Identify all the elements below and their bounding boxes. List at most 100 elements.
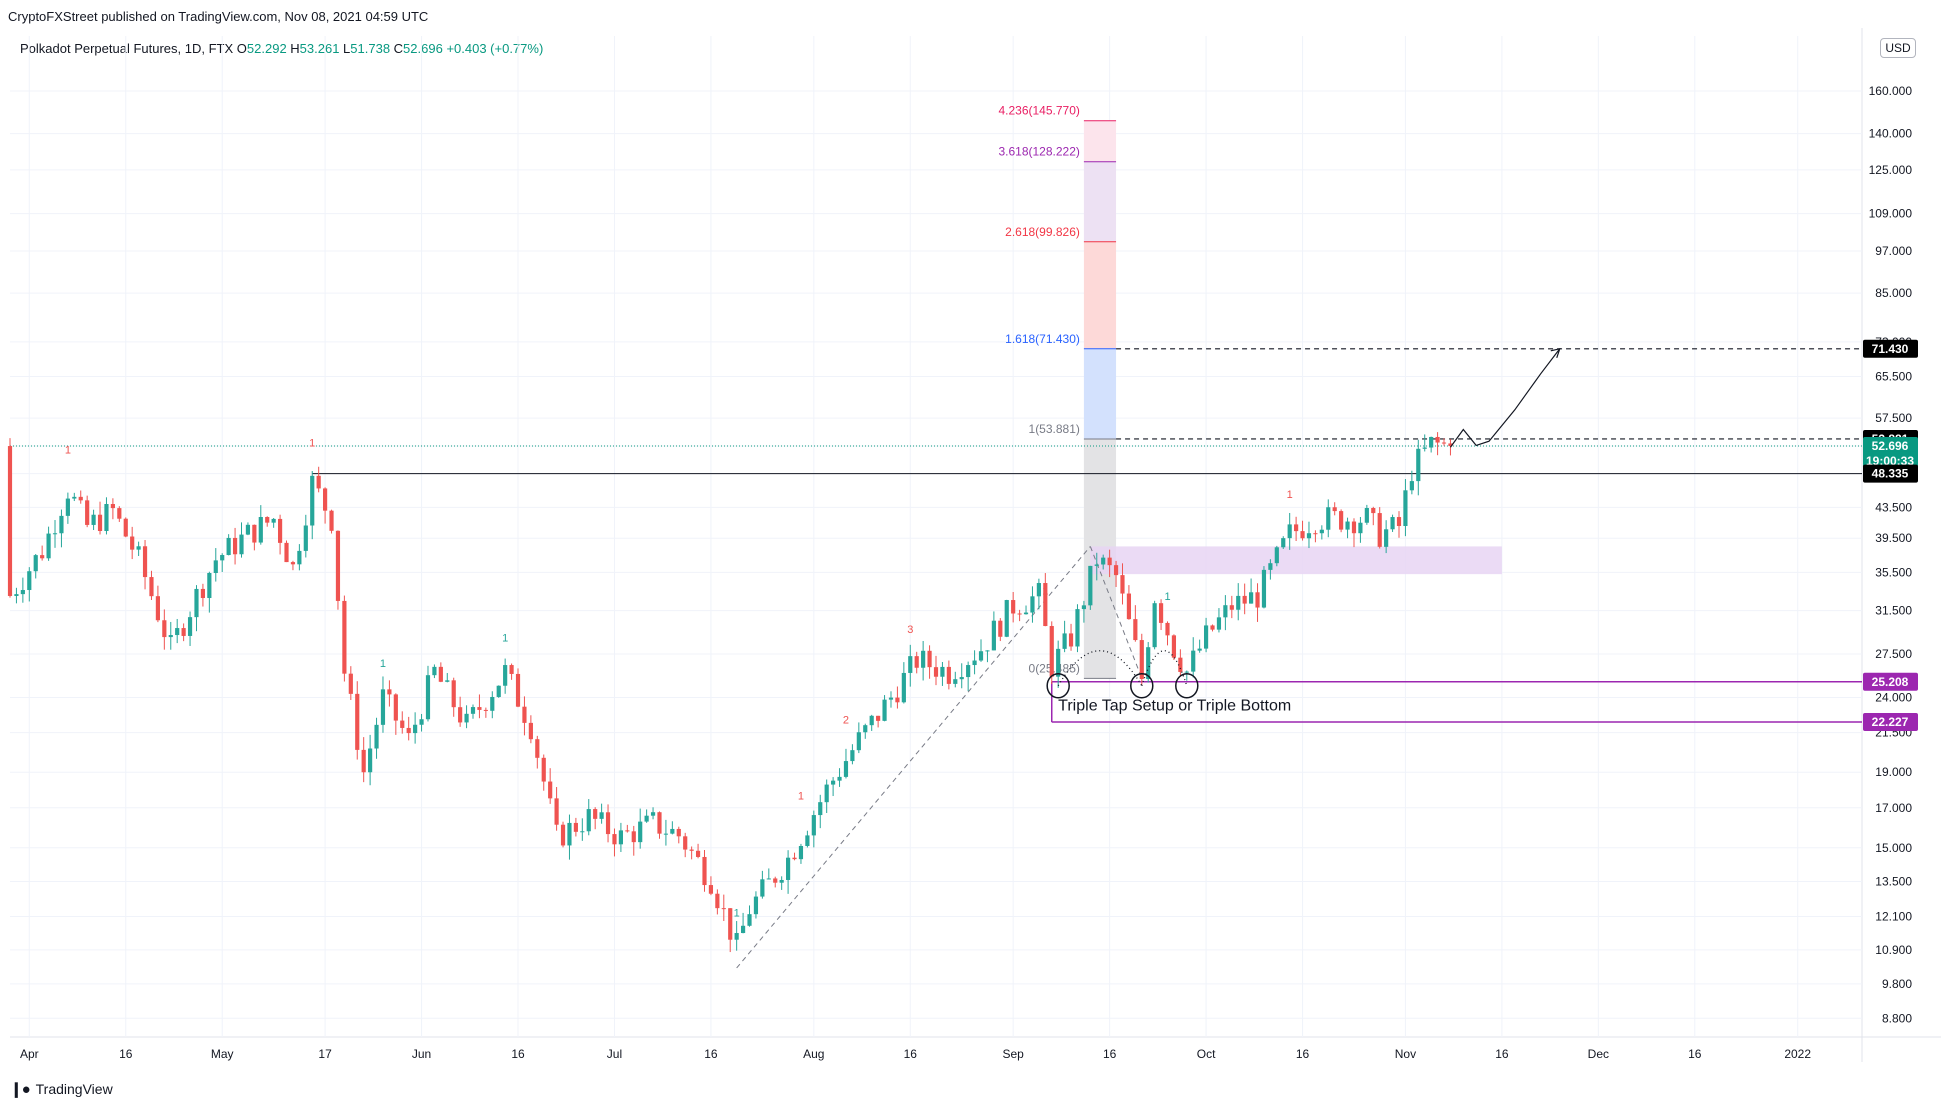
fib-level-label: 0(25.485)	[1029, 661, 1080, 675]
candle-body	[914, 656, 919, 668]
candle-body	[1043, 583, 1048, 627]
price-badge	[1863, 464, 1918, 483]
bottom-circle-icon	[1046, 672, 1070, 699]
x-tick-label: Dec	[1588, 1047, 1609, 1061]
y-tick-label: 43.500	[1875, 500, 1912, 514]
candle-body	[702, 856, 707, 886]
candle-body	[676, 828, 681, 837]
candle-body	[52, 533, 58, 535]
td-count-label: 1	[502, 632, 508, 644]
candle-body	[1384, 529, 1389, 547]
x-tick-label: Apr	[20, 1047, 39, 1061]
td-count-label: 3	[907, 624, 913, 636]
y-tick-label: 27.500	[1875, 647, 1912, 661]
candle-body	[168, 635, 173, 638]
candle-body	[155, 596, 160, 621]
candle-body	[1081, 605, 1086, 610]
candle-body	[586, 809, 591, 832]
candle-body	[695, 850, 701, 857]
candle-body	[573, 822, 578, 832]
y-tick-label: 85.000	[1875, 286, 1912, 300]
candle-body	[895, 697, 900, 703]
candle-body	[1281, 538, 1286, 548]
candle-body	[1036, 583, 1041, 597]
candle-body	[1300, 531, 1305, 539]
candle-body	[753, 896, 759, 915]
candle-body	[824, 784, 829, 803]
candle-body	[496, 685, 501, 697]
candle-body	[1011, 600, 1016, 614]
x-tick-label: Aug	[803, 1047, 824, 1061]
candle-body	[323, 488, 328, 511]
bottom-arc	[1057, 650, 1143, 687]
candle-body	[734, 933, 739, 940]
change-value: +0.403 (+0.77%)	[446, 41, 544, 56]
ohlc-key-o: O	[236, 41, 247, 56]
candle-body	[226, 537, 231, 556]
currency-button[interactable]: USD	[1880, 38, 1916, 58]
candle-body	[818, 802, 823, 816]
publisher-line: CryptoFXStreet published on TradingView.…	[8, 9, 429, 24]
candle-body	[1358, 522, 1363, 534]
price-badge-label: 19:00:33	[1866, 454, 1914, 468]
projected-arrow-icon	[1550, 347, 1561, 358]
candle-body	[985, 650, 990, 652]
bottom-circle-icon	[1175, 672, 1199, 699]
y-tick-label: 65.500	[1875, 370, 1912, 384]
candle-body	[869, 715, 874, 726]
candle-body	[1345, 521, 1350, 530]
bottom-circle-icon	[1130, 672, 1154, 699]
candle-body	[1210, 625, 1215, 630]
candle-body	[1030, 596, 1035, 613]
candle-body	[329, 510, 334, 531]
td-count-label: 1	[734, 907, 740, 919]
candle-body	[136, 546, 141, 550]
candle-body	[805, 835, 810, 846]
candle-body	[464, 713, 469, 723]
x-tick-label: May	[211, 1047, 234, 1061]
candle-body	[207, 573, 212, 599]
candle-body	[33, 555, 38, 572]
candle-body	[966, 665, 971, 678]
candle-body	[605, 812, 611, 835]
price-badge	[1863, 339, 1918, 358]
symbol-title: Polkadot Perpetual Futures, 1D, FTX	[20, 41, 234, 56]
ohlc-value-l: 51.738	[350, 41, 391, 56]
candle-body	[310, 475, 315, 526]
fib-level-label: 2.618(99.826)	[1005, 225, 1080, 239]
candle-body	[837, 776, 842, 781]
candle-body	[1101, 557, 1106, 565]
candle-body	[1152, 603, 1157, 648]
candle-body	[631, 831, 636, 843]
candle-body	[509, 665, 514, 674]
x-tick-label: Nov	[1395, 1047, 1416, 1061]
candle-body	[644, 815, 649, 822]
candle-body	[1223, 605, 1228, 618]
fib-level-label: 3.618(128.222)	[998, 145, 1079, 159]
candle-body	[1113, 565, 1119, 576]
candle-body	[1023, 612, 1029, 615]
tradingview-logo-icon: ❙●	[10, 1081, 31, 1098]
candle-body	[1094, 564, 1099, 566]
x-tick-label: 16	[1495, 1047, 1509, 1061]
y-tick-label: 13.500	[1875, 874, 1912, 888]
x-tick-label: 17	[318, 1047, 332, 1061]
candle-body	[117, 508, 122, 519]
candle-body	[1332, 507, 1337, 512]
ohlc-key-l: L	[339, 41, 351, 56]
candle-body	[618, 830, 623, 845]
candle-body	[1139, 640, 1144, 680]
y-tick-label: 57.500	[1875, 411, 1912, 425]
projected-path	[1449, 348, 1561, 448]
candle-body	[355, 693, 360, 750]
price-badge-label: 48.335	[1872, 467, 1909, 481]
candle-body	[1409, 481, 1414, 491]
x-tick-label: 16	[511, 1047, 525, 1061]
candle-body	[59, 515, 64, 534]
candle-body	[1068, 633, 1074, 647]
x-tick-label: 16	[119, 1047, 133, 1061]
td-count-label: 1	[1042, 586, 1048, 598]
price-badge	[1863, 713, 1918, 732]
x-tick-label: 2022	[1784, 1047, 1811, 1061]
